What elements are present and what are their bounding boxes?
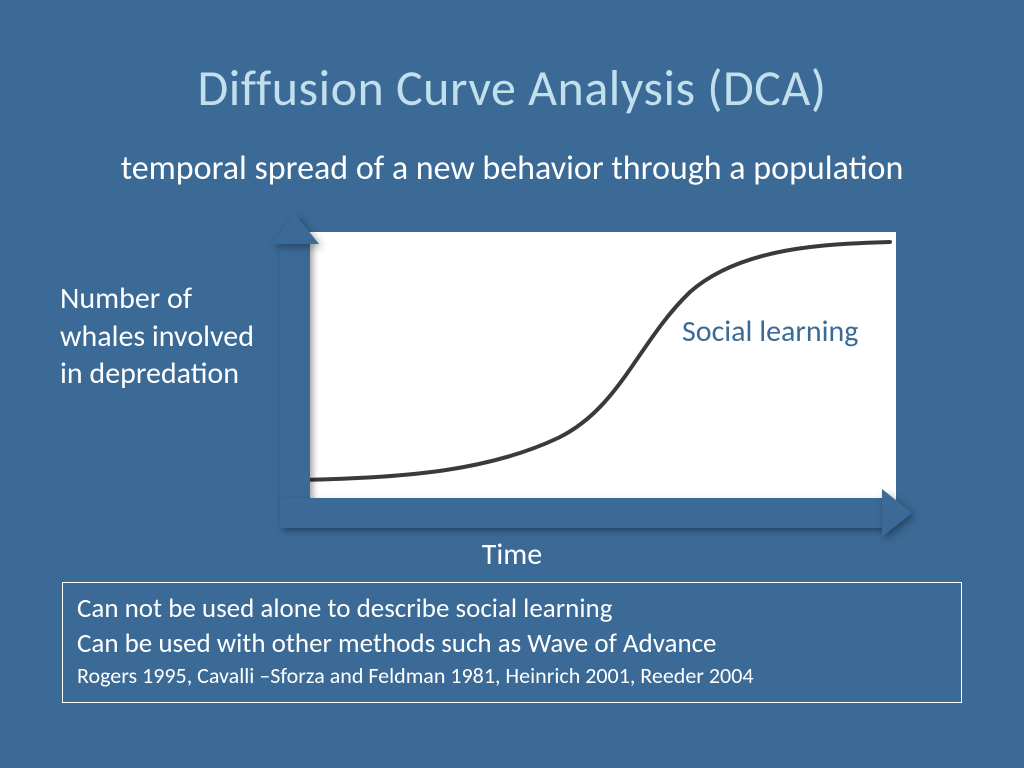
y-axis-label: Number of whales involved in depredation bbox=[60, 280, 265, 393]
s-curve bbox=[290, 232, 896, 508]
arrow-up-icon bbox=[271, 214, 319, 244]
y-axis-shaft bbox=[280, 240, 310, 516]
x-axis-shaft bbox=[280, 498, 886, 528]
note-line-1: Can not be used alone to describe social… bbox=[77, 591, 947, 626]
notes-box: Can not be used alone to describe social… bbox=[62, 582, 962, 703]
chart-annotation: Social learning bbox=[682, 314, 858, 350]
x-axis-label: Time bbox=[0, 536, 1024, 573]
note-citation: Rogers 1995, Cavalli –Sforza and Feldman… bbox=[77, 661, 947, 692]
arrow-right-icon bbox=[882, 489, 912, 537]
x-axis-arrow bbox=[280, 498, 912, 528]
chart: Social learning bbox=[276, 222, 896, 522]
slide: Diffusion Curve Analysis (DCA) temporal … bbox=[0, 0, 1024, 768]
slide-subtitle: temporal spread of a new behavior throug… bbox=[0, 148, 1024, 189]
y-axis-arrow bbox=[280, 214, 310, 516]
note-line-2: Can be used with other methods such as W… bbox=[77, 626, 947, 661]
slide-title: Diffusion Curve Analysis (DCA) bbox=[0, 58, 1024, 119]
curve-path bbox=[298, 242, 890, 480]
